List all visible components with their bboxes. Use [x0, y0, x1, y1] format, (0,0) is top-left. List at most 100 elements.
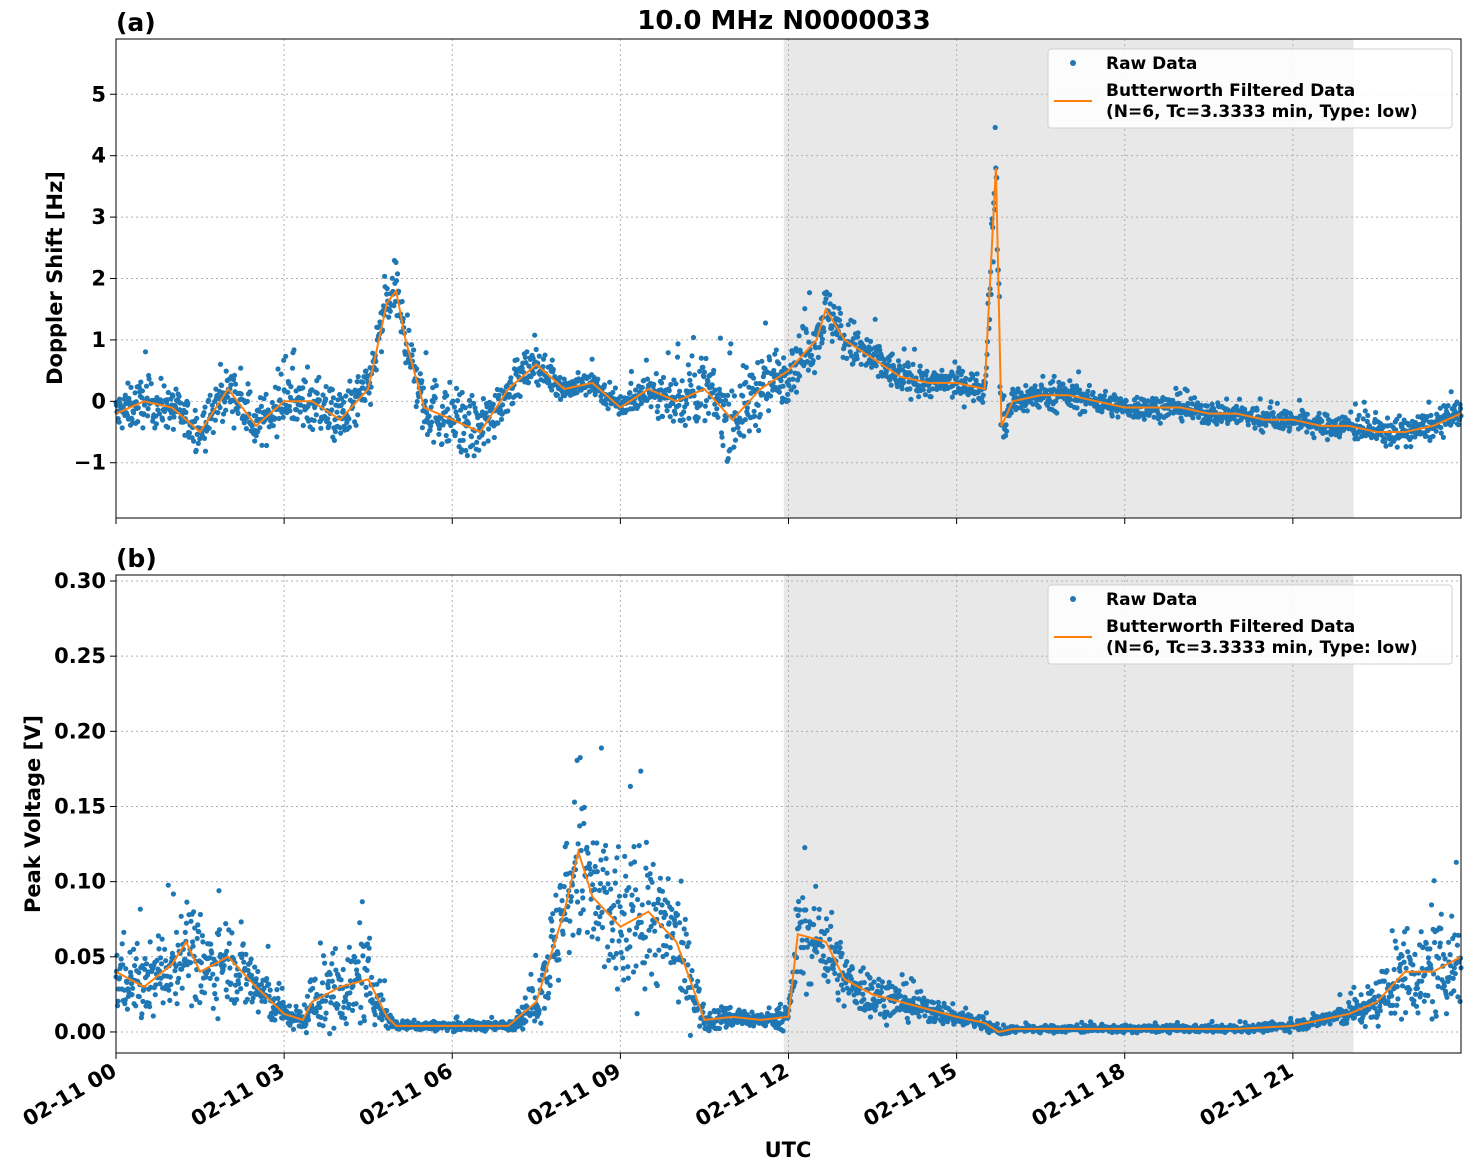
raw-data-point [464, 452, 470, 459]
raw-data-point [930, 386, 936, 392]
raw-data-point [1394, 444, 1400, 450]
raw-data-point [922, 1013, 928, 1019]
raw-data-point [364, 967, 370, 973]
raw-data-point [838, 323, 844, 329]
raw-data-point [901, 380, 907, 386]
raw-data-point [1145, 398, 1151, 404]
raw-data-point [217, 404, 223, 411]
raw-data-point [665, 876, 671, 882]
raw-data-point [185, 973, 192, 979]
raw-data-point [716, 386, 723, 392]
raw-data-point [408, 342, 415, 348]
raw-data-point [677, 388, 683, 394]
raw-data-point [1184, 388, 1190, 394]
raw-data-point [644, 376, 651, 382]
raw-data-point [826, 317, 832, 323]
raw-data-point [235, 410, 241, 416]
raw-data-point [824, 927, 830, 934]
raw-data-point [331, 1025, 337, 1031]
raw-data-point [954, 375, 960, 381]
raw-data-point [212, 991, 218, 997]
raw-data-point [320, 1023, 326, 1029]
raw-data-point [215, 931, 222, 938]
raw-data-point [1185, 401, 1191, 407]
raw-data-point [281, 357, 287, 363]
raw-data-point [538, 1020, 544, 1026]
raw-data-point [122, 392, 128, 398]
raw-data-point [253, 976, 259, 982]
raw-data-point [1134, 394, 1140, 400]
raw-data-point [131, 946, 137, 952]
raw-data-point [983, 1010, 990, 1016]
raw-data-point [878, 989, 885, 995]
raw-data-point [698, 401, 704, 407]
raw-data-point [629, 892, 635, 898]
raw-data-point [135, 405, 141, 411]
raw-data-point [654, 409, 660, 415]
raw-data-point [655, 896, 661, 903]
raw-data-point [705, 379, 711, 385]
raw-data-point [605, 881, 611, 887]
raw-data-point [355, 412, 361, 418]
raw-data-point [654, 982, 660, 989]
raw-data-point [612, 880, 619, 886]
raw-data-point [142, 349, 149, 355]
raw-data-point [320, 953, 327, 959]
raw-data-point [789, 350, 796, 356]
raw-data-point [1214, 421, 1220, 427]
raw-data-point [191, 909, 197, 915]
raw-data-point [1438, 424, 1444, 431]
raw-data-point [651, 381, 657, 387]
raw-data-point [828, 923, 834, 930]
raw-data-point [316, 374, 322, 380]
raw-data-point [432, 377, 438, 383]
raw-data-point [489, 1014, 495, 1021]
raw-data-point [636, 843, 642, 849]
raw-data-point [1030, 401, 1036, 407]
raw-data-point [326, 420, 332, 427]
raw-data-point [556, 957, 562, 963]
raw-data-point [598, 745, 605, 751]
raw-data-point [202, 448, 209, 454]
raw-data-point [599, 909, 605, 916]
raw-data-point [366, 390, 372, 396]
raw-data-point [119, 941, 125, 947]
raw-data-point [1354, 417, 1361, 423]
raw-data-point [332, 417, 338, 423]
raw-data-point [1032, 383, 1038, 389]
raw-data-point [194, 415, 200, 421]
raw-data-point [561, 376, 567, 382]
raw-data-point [209, 950, 215, 956]
raw-data-point [638, 768, 644, 774]
raw-data-point [812, 370, 818, 376]
raw-data-point [844, 959, 850, 965]
raw-data-point [916, 1014, 922, 1020]
raw-data-point [225, 394, 231, 400]
raw-data-point [317, 1004, 323, 1011]
raw-data-point [744, 405, 751, 411]
raw-data-point [497, 407, 504, 413]
raw-data-point [763, 396, 770, 402]
raw-data-point [377, 978, 383, 984]
raw-data-point [322, 960, 328, 966]
raw-data-point [848, 353, 855, 359]
raw-data-point [689, 968, 695, 974]
raw-data-point [677, 920, 683, 926]
raw-data-point [644, 953, 650, 959]
raw-data-point [471, 400, 477, 406]
raw-data-point [420, 385, 426, 391]
raw-data-point [195, 922, 201, 928]
raw-data-point [1296, 397, 1303, 403]
raw-data-point [873, 363, 879, 369]
raw-data-point [666, 920, 672, 926]
raw-data-point [156, 946, 162, 952]
raw-data-point [201, 410, 207, 416]
raw-data-point [323, 1010, 329, 1016]
raw-data-point [679, 378, 685, 384]
raw-data-point [615, 899, 621, 905]
raw-data-point [152, 425, 158, 431]
raw-data-point [746, 428, 753, 434]
raw-data-point [275, 995, 281, 1002]
raw-data-point [327, 1031, 333, 1037]
